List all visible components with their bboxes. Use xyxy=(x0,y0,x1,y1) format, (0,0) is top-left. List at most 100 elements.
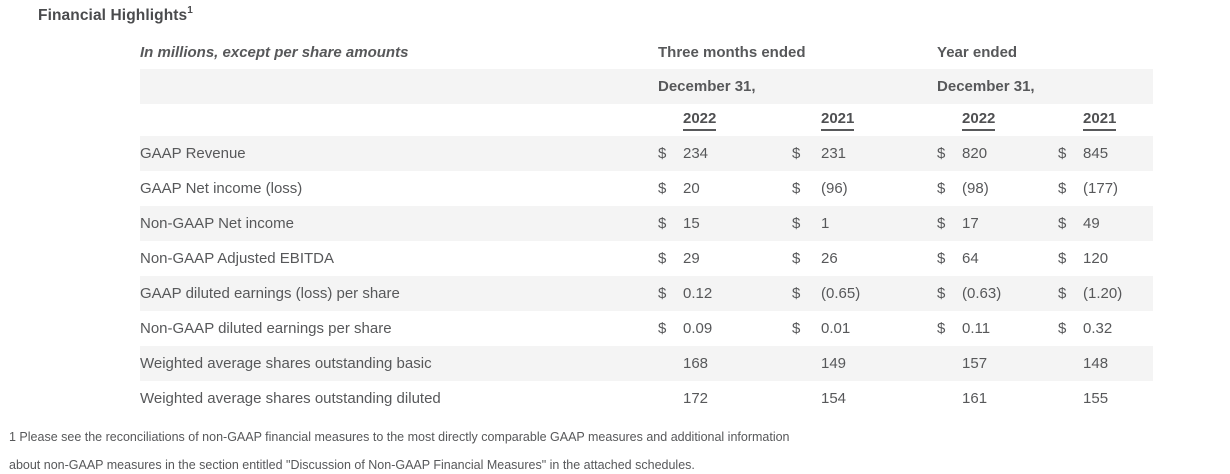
currency-symbol: $ xyxy=(792,285,801,303)
empty-cell xyxy=(140,104,658,136)
row-label: Non-GAAP Adjusted EBITDA xyxy=(140,250,334,268)
currency-symbol: $ xyxy=(658,285,667,303)
table-caption-row: In millions, except per share amounts Th… xyxy=(140,36,1153,69)
cell-value: 120 xyxy=(1083,250,1109,268)
currency-symbol: $ xyxy=(937,145,946,163)
page-title-text: Financial Highlights xyxy=(38,7,188,25)
cell-value: 155 xyxy=(1083,390,1109,408)
cell-value: 148 xyxy=(1083,355,1109,373)
cell-value: 0.11 xyxy=(962,320,991,338)
currency-symbol: $ xyxy=(1058,180,1067,198)
currency-symbol: $ xyxy=(792,215,801,233)
cell-value: 20 xyxy=(683,180,700,198)
currency-symbol xyxy=(658,381,683,416)
row-label: GAAP diluted earnings (loss) per share xyxy=(140,285,400,303)
table-body: GAAP Revenue $234 $231 $820 $845 GAAP Net inc… xyxy=(140,136,1154,416)
currency-symbol xyxy=(792,346,821,381)
currency-symbol xyxy=(1058,346,1083,381)
currency-symbol: $ xyxy=(658,215,667,233)
table-date-row: December 31, December 31, xyxy=(140,69,1154,105)
cell-value: 149 xyxy=(821,355,847,373)
year-column-header: 2021 xyxy=(821,110,855,131)
currency-symbol xyxy=(658,346,683,381)
currency-symbol: $ xyxy=(1058,250,1067,268)
cell-value: 15 xyxy=(683,215,700,233)
currency-symbol: $ xyxy=(792,180,801,198)
footnote-line: 1 Please see the reconciliations of non-… xyxy=(9,430,790,445)
footnote: 1 Please see the reconciliations of non-… xyxy=(9,423,1230,474)
column-group-year-ended: Year ended xyxy=(937,44,1018,62)
empty-cell xyxy=(140,69,658,104)
empty-cell xyxy=(1058,104,1083,136)
cell-value: 161 xyxy=(962,390,988,408)
currency-symbol xyxy=(792,381,821,416)
cell-value: 26 xyxy=(821,250,838,268)
currency-symbol: $ xyxy=(937,285,946,303)
currency-symbol xyxy=(1058,381,1083,416)
row-label: Non-GAAP diluted earnings per share xyxy=(140,320,392,338)
cell-value: 231 xyxy=(821,145,847,163)
cell-value: 29 xyxy=(683,250,700,268)
column-group-date: December 31, xyxy=(658,78,756,96)
row-label: Weighted average shares outstanding basi… xyxy=(140,355,432,373)
table-row: GAAP Net income (loss) $20 $ (96) $ (98) $ (177… xyxy=(140,171,1153,206)
footnote-line: about non-GAAP measures in the section e… xyxy=(9,458,695,473)
column-group-date: December 31, xyxy=(937,78,1035,96)
footnote-marker: 1 xyxy=(187,5,193,16)
currency-symbol: $ xyxy=(658,145,667,163)
table-row: Non-GAAP Adjusted EBITDA $29 $26 $64 $120 xyxy=(140,241,1153,276)
cell-value: (177) xyxy=(1083,180,1119,198)
cell-value: 17 xyxy=(962,215,979,233)
cell-value: 0.09 xyxy=(683,320,713,338)
year-column-header: 2021 xyxy=(1083,110,1117,131)
cell-value: 0.32 xyxy=(1083,320,1113,338)
column-group-three-months: Three months ended xyxy=(658,44,806,62)
cell-value: (1.20) xyxy=(1083,285,1123,303)
currency-symbol: $ xyxy=(792,250,801,268)
cell-value: 172 xyxy=(683,390,709,408)
cell-value: 845 xyxy=(1083,145,1109,163)
cell-value: (96) xyxy=(821,180,848,198)
row-label: GAAP Revenue xyxy=(140,145,246,163)
financial-highlights-table: In millions, except per share amounts Th… xyxy=(140,36,1154,416)
table-row: GAAP Revenue $234 $231 $820 $845 xyxy=(140,136,1154,172)
currency-symbol: $ xyxy=(1058,285,1067,303)
cell-value: 820 xyxy=(962,145,988,163)
currency-symbol: $ xyxy=(937,180,946,198)
currency-symbol: $ xyxy=(658,250,667,268)
page-title: Financial Highlights1 xyxy=(38,5,1230,25)
table-year-header-row: 2022 2021 2022 2021 xyxy=(140,104,1153,136)
cell-value: 64 xyxy=(962,250,979,268)
currency-symbol: $ xyxy=(658,320,667,338)
cell-value: 168 xyxy=(683,355,709,373)
table-row: Non-GAAP Net income $15 $1 $17 $49 xyxy=(140,206,1154,242)
cell-value: 0.01 xyxy=(821,320,851,338)
currency-symbol xyxy=(937,381,962,416)
year-column-header: 2022 xyxy=(683,110,717,131)
cell-value: 154 xyxy=(821,390,847,408)
cell-value: 234 xyxy=(683,145,709,163)
cell-value: (0.65) xyxy=(821,285,861,303)
row-label: Weighted average shares outstanding dilu… xyxy=(140,390,441,408)
cell-value: (98) xyxy=(962,180,989,198)
currency-symbol: $ xyxy=(1058,215,1067,233)
empty-cell xyxy=(937,104,962,136)
cell-value: (0.63) xyxy=(962,285,1002,303)
currency-symbol: $ xyxy=(937,320,946,338)
cell-value: 49 xyxy=(1083,215,1100,233)
currency-symbol: $ xyxy=(792,320,801,338)
currency-symbol: $ xyxy=(937,250,946,268)
table-row: Non-GAAP diluted earnings per share $0.09… xyxy=(140,311,1153,346)
currency-symbol: $ xyxy=(937,215,946,233)
empty-cell xyxy=(792,104,821,136)
table-caption: In millions, except per share amounts xyxy=(140,44,409,62)
cell-value: 157 xyxy=(962,355,988,373)
row-label: GAAP Net income (loss) xyxy=(140,180,303,198)
year-column-header: 2022 xyxy=(962,110,996,131)
currency-symbol: $ xyxy=(658,180,667,198)
currency-symbol xyxy=(937,346,962,381)
cell-value: 1 xyxy=(821,215,830,233)
table-row: GAAP diluted earnings (loss) per share $0… xyxy=(140,276,1154,312)
row-label: Non-GAAP Net income xyxy=(140,215,294,233)
empty-cell xyxy=(658,104,683,136)
